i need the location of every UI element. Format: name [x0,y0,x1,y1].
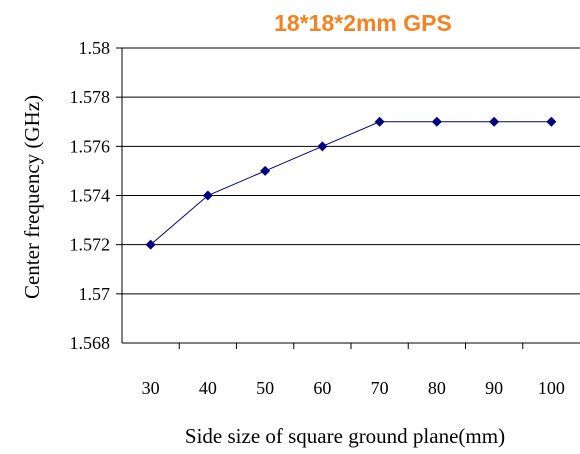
y-axis-label: Center frequency (GHz) [20,95,44,299]
data-point-marker [546,116,557,127]
data-point-marker [145,239,156,250]
y-tick-label: 1.58 [79,38,111,58]
y-tick-label: 1.574 [70,186,111,206]
data-point-marker [431,116,442,127]
x-axis-label: Side size of square ground plane(mm) [185,424,505,448]
y-tick-label: 1.568 [70,333,111,353]
series-line [150,121,552,246]
gridlines [122,47,580,295]
x-tick-label: 40 [199,378,217,398]
data-point-marker [260,165,271,176]
y-tick-labels: 1.568 1.57 1.572 1.574 1.576 1.578 1.58 [70,38,111,353]
x-tick-label: 60 [313,378,331,398]
x-tick-label: 30 [142,378,160,398]
y-tick-label: 1.578 [70,87,111,107]
data-point-marker [202,190,213,201]
y-tick-label: 1.57 [79,284,111,304]
data-point-marker [317,141,328,152]
x-tick-labels: 30 40 50 60 70 80 90 100 [142,378,565,398]
series-group [145,116,557,250]
data-point-marker [489,116,500,127]
x-tick-label: 100 [538,378,565,398]
y-tick-label: 1.576 [70,136,111,156]
chart-title: 18*18*2mm GPS [274,10,452,36]
data-point-marker [374,116,385,127]
axes [116,47,580,349]
x-tick-label: 70 [371,378,389,398]
x-tick-label: 80 [428,378,446,398]
x-tick-label: 90 [485,378,503,398]
y-tick-label: 1.572 [70,235,111,255]
x-tick-label: 50 [256,378,274,398]
